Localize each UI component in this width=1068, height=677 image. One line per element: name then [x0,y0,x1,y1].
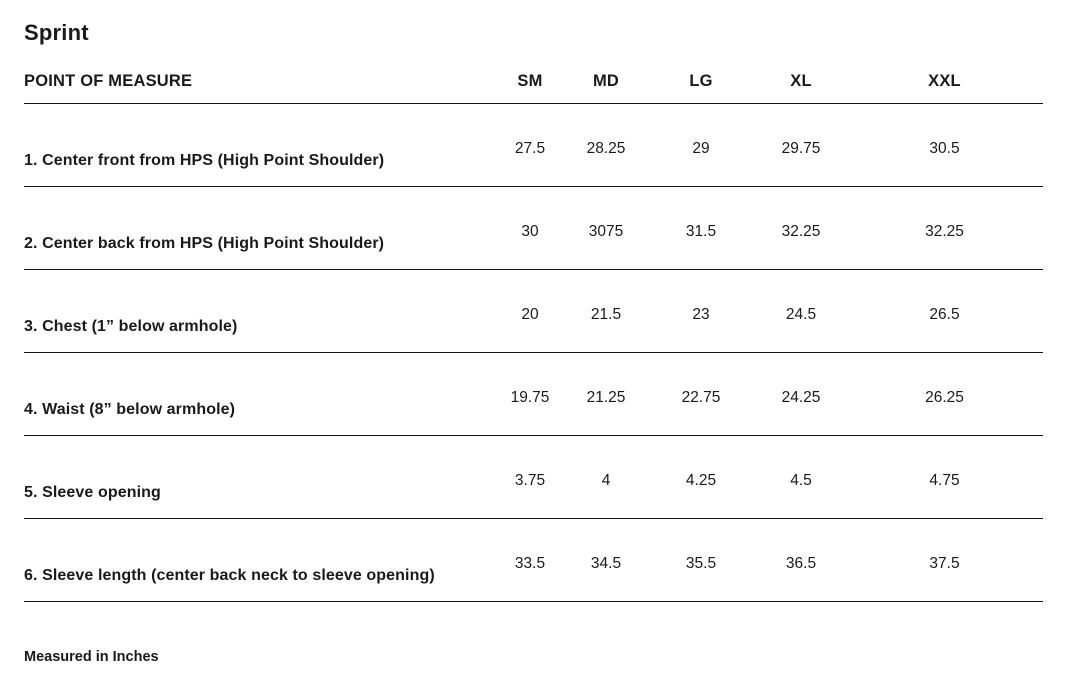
cell-value-xl: 32.25 [756,186,846,270]
cell-value-xl: 36.5 [756,518,846,602]
table-header-row: POINT OF MEASURE SM MD LG XL XXL [24,45,1043,104]
cell-value-md: 34.5 [566,518,646,602]
cell-value-lg: 4.25 [646,435,756,519]
table-row-center-back: 2. Center back from HPS (High Point Shou… [24,186,1043,270]
cell-value-sm: 19.75 [494,352,566,436]
table-row-sleeve-length: 6. Sleeve length (center back neck to sl… [24,518,1043,602]
cell-value-xxl: 37.5 [846,518,1043,602]
cell-value-xl: 29.75 [756,103,846,187]
cell-value-xxl: 30.5 [846,103,1043,187]
cell-value-md: 21.25 [566,352,646,436]
cell-value-xxl: 4.75 [846,435,1043,519]
row-label: 6. Sleeve length (center back neck to sl… [24,518,494,602]
table-row-chest: 3. Chest (1” below armhole) 20 21.5 23 2… [24,269,1043,353]
cell-value-md: 3075 [566,186,646,270]
footer-note: Measured in Inches [24,648,159,665]
column-header-md: MD [566,45,646,104]
cell-value-lg: 23 [646,269,756,353]
cell-value-sm: 3.75 [494,435,566,519]
cell-value-lg: 29 [646,103,756,187]
row-label: 1. Center front from HPS (High Point Sho… [24,103,494,187]
column-header-sm: SM [494,45,566,104]
cell-value-md: 21.5 [566,269,646,353]
row-label: 2. Center back from HPS (High Point Shou… [24,186,494,270]
cell-value-sm: 30 [494,186,566,270]
table-row-center-front: 1. Center front from HPS (High Point Sho… [24,103,1043,187]
page-title: Sprint [24,20,89,45]
column-header-xxl: XXL [846,45,1043,104]
cell-value-sm: 20 [494,269,566,353]
cell-value-sm: 33.5 [494,518,566,602]
cell-value-xxl: 26.5 [846,269,1043,353]
cell-value-md: 4 [566,435,646,519]
row-label: 3. Chest (1” below armhole) [24,269,494,353]
cell-value-xl: 4.5 [756,435,846,519]
cell-value-xl: 24.25 [756,352,846,436]
cell-value-lg: 31.5 [646,186,756,270]
cell-value-xxl: 32.25 [846,186,1043,270]
column-header-xl: XL [756,45,846,104]
cell-value-xl: 24.5 [756,269,846,353]
column-header-lg: LG [646,45,756,104]
table-row-waist: 4. Waist (8” below armhole) 19.75 21.25 … [24,352,1043,436]
column-header-point-of-measure: POINT OF MEASURE [24,45,494,104]
cell-value-md: 28.25 [566,103,646,187]
cell-value-sm: 27.5 [494,103,566,187]
cell-value-xxl: 26.25 [846,352,1043,436]
row-label: 4. Waist (8” below armhole) [24,352,494,436]
cell-value-lg: 22.75 [646,352,756,436]
cell-value-lg: 35.5 [646,518,756,602]
size-chart-table: POINT OF MEASURE SM MD LG XL XXL 1. Cent… [24,45,1043,602]
row-label: 5. Sleeve opening [24,435,494,519]
table-row-sleeve-opening: 5. Sleeve opening 3.75 4 4.25 4.5 4.75 [24,435,1043,519]
